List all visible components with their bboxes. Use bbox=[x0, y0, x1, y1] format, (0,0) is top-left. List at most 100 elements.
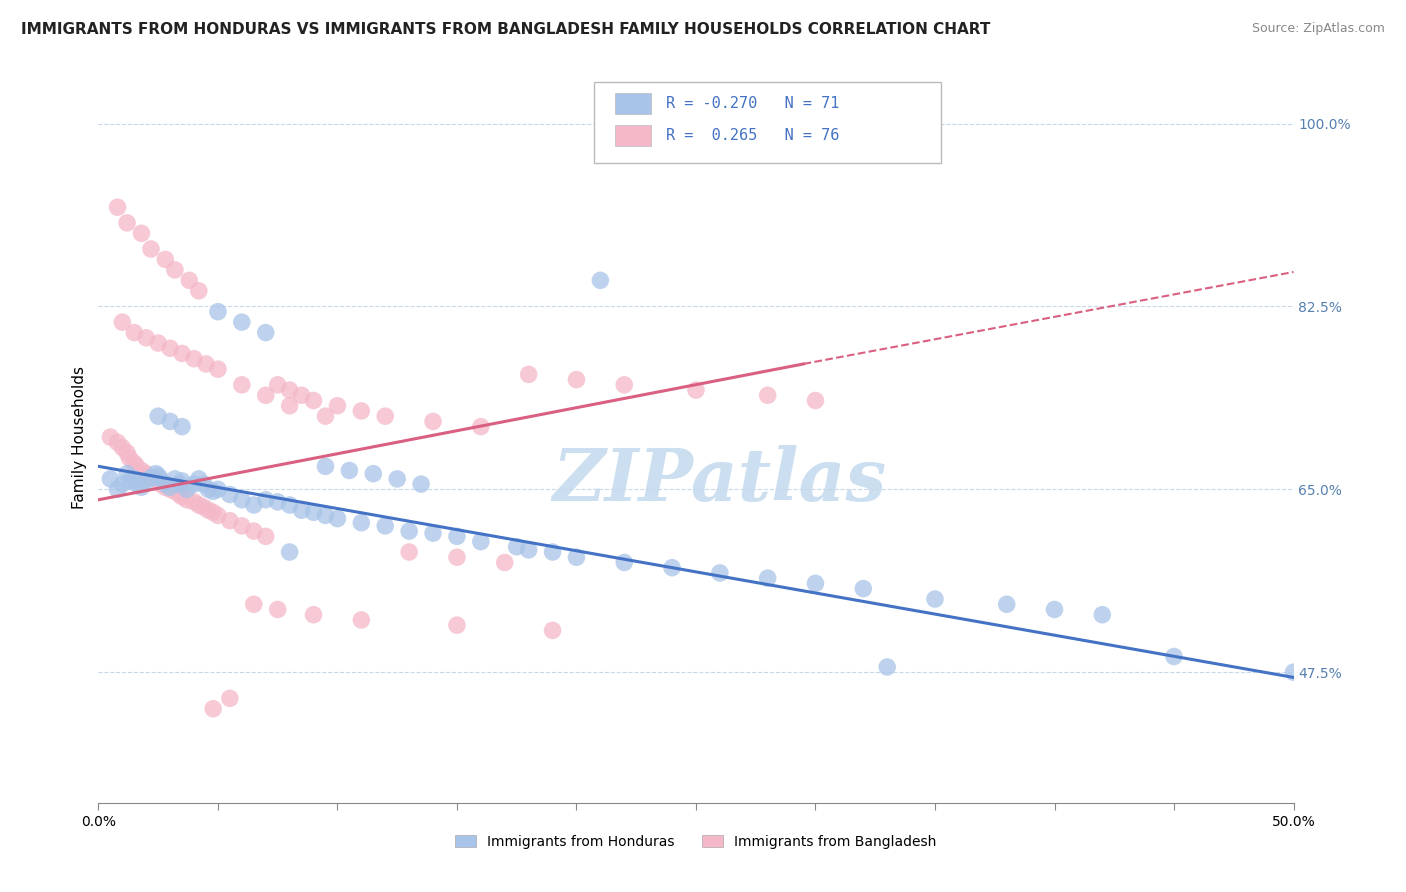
Point bbox=[207, 304, 229, 318]
Point bbox=[315, 508, 337, 523]
Point bbox=[446, 618, 468, 632]
Point bbox=[155, 480, 177, 494]
Y-axis label: Family Households: Family Households bbox=[72, 366, 87, 508]
Point bbox=[470, 419, 492, 434]
Point bbox=[231, 377, 253, 392]
Point bbox=[159, 341, 181, 355]
Point bbox=[422, 526, 444, 541]
Point bbox=[163, 472, 186, 486]
Point bbox=[139, 470, 162, 484]
Point bbox=[115, 216, 138, 230]
Point bbox=[145, 467, 167, 481]
Point bbox=[172, 346, 194, 360]
Point bbox=[169, 477, 191, 491]
Point bbox=[685, 383, 707, 397]
Point bbox=[613, 377, 636, 392]
Point bbox=[118, 474, 141, 488]
Point bbox=[278, 383, 301, 397]
Point bbox=[517, 543, 540, 558]
Legend: Immigrants from Honduras, Immigrants from Bangladesh: Immigrants from Honduras, Immigrants fro… bbox=[450, 830, 942, 855]
Point bbox=[231, 492, 253, 507]
Point bbox=[159, 483, 181, 497]
Text: ZIPatlas: ZIPatlas bbox=[553, 445, 887, 516]
Point bbox=[135, 331, 157, 345]
Point bbox=[107, 483, 129, 497]
Point bbox=[187, 472, 209, 486]
Point bbox=[149, 477, 172, 491]
Point bbox=[1282, 665, 1305, 680]
Point bbox=[446, 529, 468, 543]
Point bbox=[135, 467, 157, 481]
Point bbox=[350, 516, 373, 530]
Point bbox=[350, 404, 373, 418]
Point bbox=[202, 484, 225, 499]
Point bbox=[131, 227, 153, 241]
Point bbox=[176, 483, 198, 497]
Point bbox=[172, 490, 194, 504]
Point bbox=[207, 508, 229, 523]
Point bbox=[876, 660, 898, 674]
Point bbox=[124, 456, 146, 470]
Point bbox=[145, 472, 167, 486]
Point bbox=[565, 550, 588, 565]
Point bbox=[1163, 649, 1185, 664]
Point bbox=[131, 480, 153, 494]
Point bbox=[172, 474, 194, 488]
Point bbox=[139, 242, 162, 256]
Point bbox=[254, 326, 277, 340]
Point bbox=[374, 519, 396, 533]
Point bbox=[135, 474, 157, 488]
Point bbox=[291, 503, 314, 517]
Point bbox=[193, 477, 215, 491]
Point bbox=[107, 200, 129, 214]
Point bbox=[176, 492, 198, 507]
Point bbox=[98, 472, 122, 486]
Point bbox=[115, 467, 138, 481]
Point bbox=[148, 474, 170, 488]
Point bbox=[613, 556, 636, 570]
Point bbox=[661, 560, 683, 574]
Point bbox=[231, 315, 253, 329]
Point bbox=[302, 607, 325, 622]
Point bbox=[148, 468, 170, 483]
Point bbox=[267, 377, 290, 392]
Point bbox=[219, 487, 242, 501]
Point bbox=[124, 326, 146, 340]
Point bbox=[385, 472, 409, 486]
Point bbox=[398, 524, 420, 538]
Point bbox=[125, 477, 148, 491]
Point bbox=[326, 399, 349, 413]
Point bbox=[107, 435, 129, 450]
Point bbox=[315, 459, 337, 474]
Point bbox=[804, 576, 827, 591]
Point bbox=[111, 315, 134, 329]
Point bbox=[398, 545, 420, 559]
Point bbox=[470, 534, 492, 549]
Point bbox=[172, 419, 194, 434]
Point bbox=[267, 495, 290, 509]
Point bbox=[302, 505, 325, 519]
Point bbox=[193, 500, 215, 514]
FancyBboxPatch shape bbox=[595, 82, 941, 163]
Point bbox=[278, 545, 301, 559]
Point bbox=[148, 409, 170, 424]
Point bbox=[254, 388, 277, 402]
Point bbox=[131, 463, 153, 477]
Text: R = -0.270   N = 71: R = -0.270 N = 71 bbox=[666, 96, 839, 111]
Point bbox=[159, 414, 181, 428]
Point bbox=[202, 505, 225, 519]
Point bbox=[139, 471, 162, 485]
Text: Source: ZipAtlas.com: Source: ZipAtlas.com bbox=[1251, 22, 1385, 36]
Point bbox=[756, 571, 779, 585]
Point bbox=[118, 450, 141, 465]
Point bbox=[350, 613, 373, 627]
Point bbox=[163, 484, 186, 499]
Point bbox=[709, 566, 731, 580]
FancyBboxPatch shape bbox=[614, 126, 651, 146]
Point bbox=[207, 483, 229, 497]
Point bbox=[115, 446, 138, 460]
Point bbox=[219, 514, 242, 528]
Point bbox=[254, 529, 277, 543]
Point bbox=[197, 483, 219, 497]
Point bbox=[163, 263, 186, 277]
